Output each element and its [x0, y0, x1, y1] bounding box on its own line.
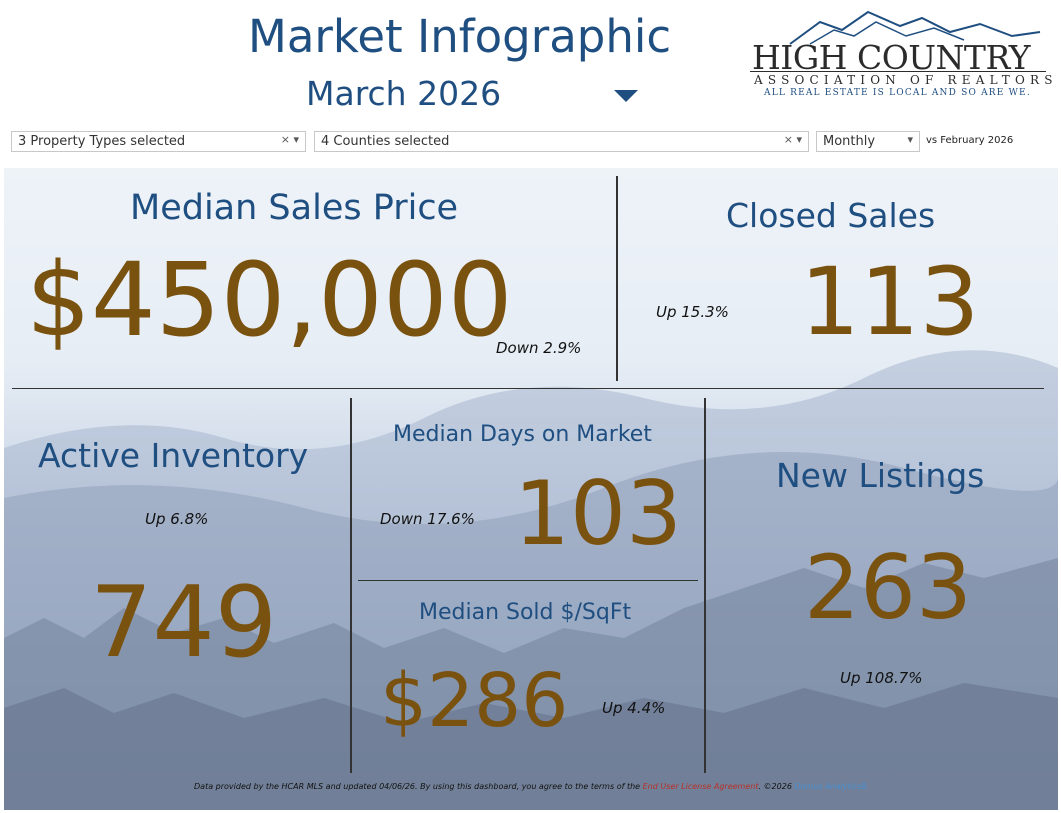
footer-disclaimer: Data provided by the HCAR MLS and update…: [194, 782, 867, 791]
active-inventory-change: Up 6.8%: [145, 510, 209, 528]
divider: [616, 176, 618, 381]
active-inventory-value: 749: [90, 566, 278, 680]
logo-divider: [750, 71, 1046, 72]
divider: [358, 580, 698, 581]
median-sales-price-change: Down 2.9%: [496, 339, 582, 357]
comparison-label: vs February 2026: [926, 135, 1014, 146]
closed-sales-change: Up 15.3%: [656, 303, 729, 321]
divider: [704, 398, 706, 773]
property-types-value: 3 Property Types selected: [18, 134, 186, 149]
new-listings-label: New Listings: [776, 456, 985, 495]
property-types-select[interactable]: 3 Property Types selected × ▾: [11, 131, 306, 152]
interval-value: Monthly: [823, 134, 876, 149]
closed-sales-value: 113: [800, 248, 980, 357]
clear-dropdown-icon[interactable]: × ▾: [783, 133, 802, 146]
period-dropdown-icon[interactable]: [614, 90, 638, 102]
clear-dropdown-icon[interactable]: × ▾: [280, 133, 299, 146]
counties-value: 4 Counties selected: [321, 134, 450, 149]
chevron-down-icon[interactable]: ▾: [907, 133, 913, 146]
median-sales-price-label: Median Sales Price: [130, 188, 459, 228]
interval-select[interactable]: Monthly ▾: [816, 131, 920, 152]
mountain-logo-icon: [789, 10, 1041, 45]
new-listings-change: Up 108.7%: [840, 669, 923, 687]
logo: HIGH COUNTRY ASSOCIATION OF REALTORS ALL…: [750, 6, 1053, 102]
median-dom-change: Down 17.6%: [380, 510, 475, 528]
logo-tagline: ALL REAL ESTATE IS LOCAL AND SO ARE WE.: [764, 88, 1031, 98]
median-sales-price-value: $450,000: [26, 241, 513, 360]
divider: [350, 398, 352, 773]
median-dom-label: Median Days on Market: [393, 422, 652, 447]
dashboard-panel: Median Sales Price $450,000 Down 2.9% Cl…: [4, 168, 1058, 810]
domus-analytics-link[interactable]: Domus AnalyticsB: [794, 782, 867, 791]
counties-select[interactable]: 4 Counties selected × ▾: [314, 131, 809, 152]
footer-copyright: . ©2026: [758, 782, 792, 791]
footer-text: Data provided by the HCAR MLS and update…: [194, 782, 641, 791]
median-sqft-label: Median Sold $/SqFt: [419, 600, 632, 625]
active-inventory-label: Active Inventory: [38, 436, 309, 475]
closed-sales-label: Closed Sales: [726, 196, 936, 235]
page-title: Market Infographic: [248, 10, 672, 63]
eula-link[interactable]: End User License Agreement: [642, 782, 759, 791]
period-title: March 2026: [306, 74, 502, 113]
logo-name: HIGH COUNTRY: [752, 38, 1031, 77]
logo-association: ASSOCIATION OF REALTORS: [754, 73, 1058, 87]
divider: [12, 388, 1044, 389]
median-sqft-value: $286: [380, 658, 569, 744]
median-dom-value: 103: [514, 462, 682, 565]
median-sqft-change: Up 4.4%: [602, 699, 666, 717]
new-listings-value: 263: [804, 536, 972, 639]
